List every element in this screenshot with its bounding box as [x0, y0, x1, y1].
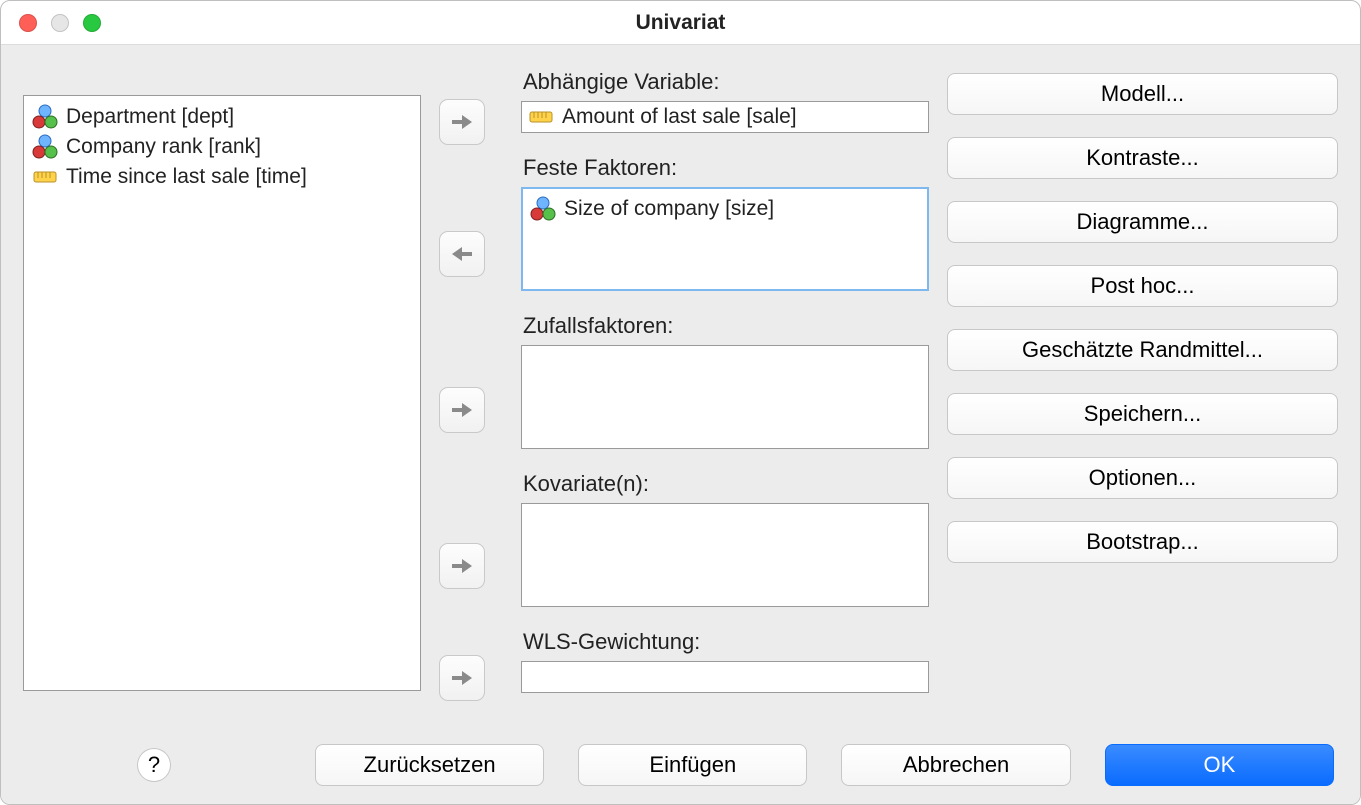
- plots-button[interactable]: Diagramme...: [947, 201, 1338, 243]
- model-button[interactable]: Modell...: [947, 73, 1338, 115]
- random-factors-list[interactable]: [521, 345, 929, 449]
- options-button[interactable]: Optionen...: [947, 457, 1338, 499]
- wls-field[interactable]: [521, 661, 929, 693]
- random-label: Zufallsfaktoren:: [523, 313, 929, 339]
- save-button[interactable]: Speichern...: [947, 393, 1338, 435]
- help-button[interactable]: ?: [137, 748, 171, 782]
- list-item-label: Time since last sale [time]: [66, 165, 307, 189]
- dependent-field[interactable]: Amount of last sale [sale]: [521, 101, 929, 133]
- close-icon[interactable]: [19, 14, 37, 32]
- arrow-right-icon: [449, 665, 475, 691]
- transfer-column: [439, 69, 503, 726]
- emmeans-button[interactable]: Geschätzte Randmittel...: [947, 329, 1338, 371]
- list-item-label: Department [dept]: [66, 105, 234, 129]
- move-to-random-button[interactable]: [439, 387, 485, 433]
- list-item[interactable]: Time since last sale [time]: [28, 162, 416, 192]
- fixed-factors-list[interactable]: Size of company [size]: [521, 187, 929, 291]
- move-to-covariates-button[interactable]: [439, 543, 485, 589]
- move-from-fixed-button[interactable]: [439, 231, 485, 277]
- list-item[interactable]: Size of company [size]: [526, 194, 924, 224]
- dialog-window: Univariat Department [dept] Company rank…: [0, 0, 1361, 805]
- move-to-wls-button[interactable]: [439, 655, 485, 701]
- contrasts-button[interactable]: Kontraste...: [947, 137, 1338, 179]
- window-controls: [19, 14, 101, 32]
- ok-button[interactable]: OK: [1105, 744, 1334, 786]
- scale-icon: [528, 104, 554, 130]
- cancel-button[interactable]: Abbrechen: [841, 744, 1070, 786]
- list-item[interactable]: Company rank [rank]: [28, 132, 416, 162]
- covariates-list[interactable]: [521, 503, 929, 607]
- posthoc-button[interactable]: Post hoc...: [947, 265, 1338, 307]
- list-item-label: Size of company [size]: [564, 197, 774, 221]
- minimize-icon: [51, 14, 69, 32]
- wls-label: WLS-Gewichtung:: [523, 629, 929, 655]
- bootstrap-button[interactable]: Bootstrap...: [947, 521, 1338, 563]
- fixed-label: Feste Faktoren:: [523, 155, 929, 181]
- nominal-icon: [32, 104, 58, 130]
- arrow-right-icon: [449, 553, 475, 579]
- move-to-dependent-button[interactable]: [439, 99, 485, 145]
- zoom-icon[interactable]: [83, 14, 101, 32]
- scale-icon: [32, 164, 58, 190]
- nominal-icon: [530, 196, 556, 222]
- dialog-body: Department [dept] Company rank [rank] Ti…: [1, 45, 1360, 804]
- list-item-label: Company rank [rank]: [66, 135, 261, 159]
- target-column: Abhängige Variable: Amount of last sale …: [521, 69, 929, 726]
- arrow-left-icon: [449, 241, 475, 267]
- paste-button[interactable]: Einfügen: [578, 744, 807, 786]
- reset-button[interactable]: Zurücksetzen: [315, 744, 544, 786]
- titlebar: Univariat: [1, 1, 1360, 45]
- arrow-right-icon: [449, 397, 475, 423]
- window-title: Univariat: [1, 11, 1360, 35]
- list-item[interactable]: Department [dept]: [28, 102, 416, 132]
- nominal-icon: [32, 134, 58, 160]
- covariates-label: Kovariate(n):: [523, 471, 929, 497]
- list-item[interactable]: Amount of last sale [sale]: [526, 104, 799, 130]
- arrow-right-icon: [449, 109, 475, 135]
- side-buttons: Modell... Kontraste... Diagramme... Post…: [947, 69, 1338, 726]
- source-variable-list[interactable]: Department [dept] Company rank [rank] Ti…: [23, 95, 421, 691]
- list-item-label: Amount of last sale [sale]: [562, 105, 797, 129]
- dialog-buttons: ? Zurücksetzen Einfügen Abbrechen OK: [23, 744, 1338, 786]
- dependent-label: Abhängige Variable:: [523, 69, 929, 95]
